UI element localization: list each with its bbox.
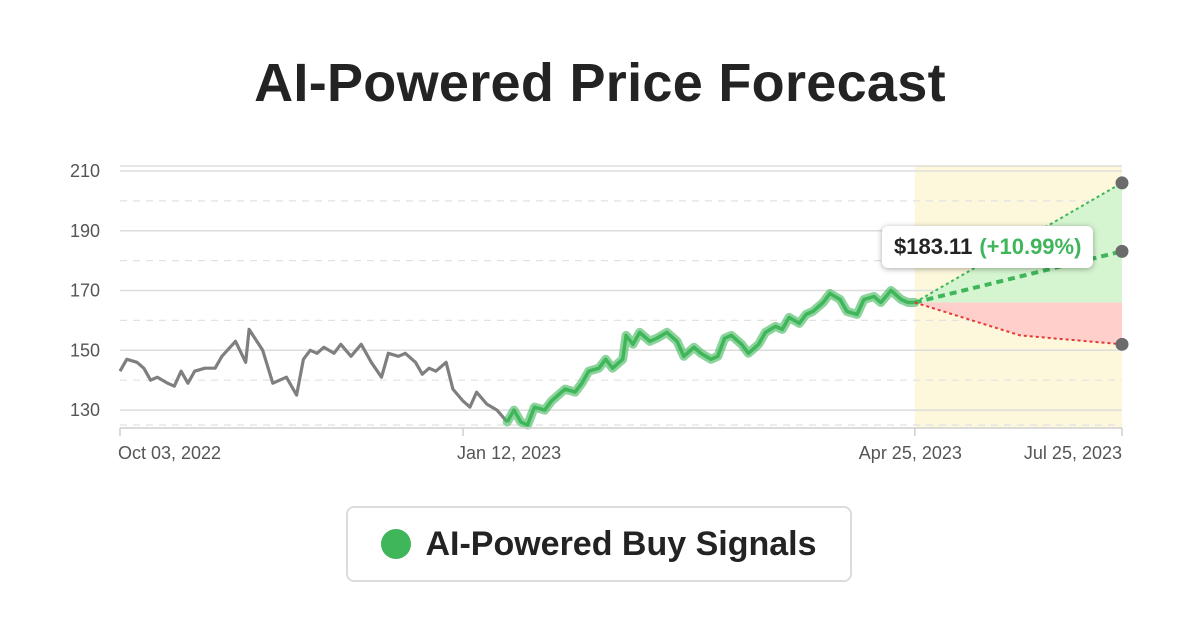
x-tick-label: Jan 12, 2023 [457,443,561,463]
legend-label: AI-Powered Buy Signals [425,524,817,563]
buy-signal-line [505,288,915,427]
x-tick-label: Apr 25, 2023 [859,443,962,463]
forecast-endpoint-low [1115,337,1129,351]
forecast-callout: $183.11 (+10.99%) [882,226,1094,268]
forecast-endpoint-high [1115,176,1129,190]
legend: AI-Powered Buy Signals [346,506,852,582]
history-line [118,327,509,424]
legend-dot-icon [381,529,412,559]
forecast-high-line [914,182,1123,304]
y-tick-label: 130 [70,400,100,420]
chart-title: AI-Powered Price Forecast [254,53,946,113]
forecast-endpoint-mid [1115,244,1129,258]
x-tick-label: Oct 03, 2022 [118,443,221,463]
forecast-low-line [914,301,1123,346]
downside-fill [914,302,1122,345]
y-tick-label: 170 [70,281,100,301]
x-tick-label: Jul 25, 2023 [1024,443,1122,463]
y-tick-label: 150 [70,340,100,360]
forecast-price: $183.11 [894,234,973,259]
forecast-change: (+10.99%) [979,234,1082,259]
y-tick-label: 190 [70,221,100,241]
y-tick-label: 210 [70,161,100,181]
